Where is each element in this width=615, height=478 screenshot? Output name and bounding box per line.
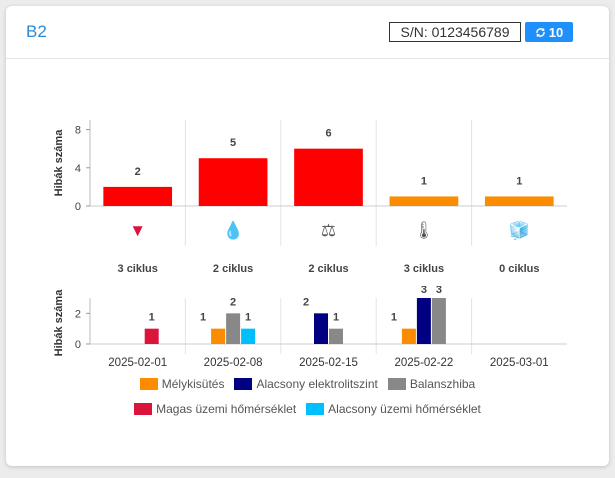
cycle-label: 2 ciklus	[213, 263, 253, 275]
cycle-label: 3 ciklus	[404, 263, 444, 275]
legend-swatch	[234, 378, 253, 390]
legend-label: Mélykisütés	[161, 377, 225, 391]
bar	[389, 196, 459, 206]
bar-value-label: 1	[333, 312, 339, 324]
y-tick-label: 0	[75, 339, 81, 351]
bar	[198, 158, 268, 206]
legend-label: Alacsony elektrolitszint	[256, 377, 378, 391]
bar	[416, 298, 431, 344]
y-axis-label: Hibák száma	[53, 129, 65, 197]
refresh-icon	[536, 27, 545, 37]
legend-row-1: Mélykisütés Alacsony elektrolitszint Balan…	[6, 377, 609, 391]
legend-label: Balanszhiba	[409, 377, 476, 391]
bar	[144, 328, 159, 344]
bar	[401, 328, 416, 344]
bar-value-label: 1	[421, 175, 427, 187]
x-tick-label: 2025-03-01	[490, 357, 549, 369]
legend-row-2: Magas üzemi hőmérséklet Alacsony üzemi hő…	[6, 402, 609, 416]
legend-swatch	[139, 378, 158, 390]
x-tick-label: 2025-02-15	[299, 357, 358, 369]
legend-item[interactable]: Balanszhiba	[387, 377, 476, 391]
bar-value-label: 2	[230, 296, 236, 308]
ice-cube-icon: 🧊	[509, 220, 530, 241]
bar-value-label: 6	[325, 128, 331, 140]
bar	[294, 148, 363, 206]
bar-value-label: 3	[421, 286, 427, 296]
bar-value-label: 5	[230, 137, 236, 149]
legend-item[interactable]: Alacsony üzemi hőmérséklet	[306, 402, 481, 416]
bar-value-label: 1	[245, 312, 251, 324]
bar-value-label: 1	[200, 312, 206, 324]
card-header: B2 S/N: 0123456789 10	[6, 6, 609, 59]
legend-item[interactable]: Mélykisütés	[139, 377, 225, 391]
y-tick-label: 0	[75, 201, 81, 213]
battery-card: B2 S/N: 0123456789 10 0 4 8 Hibák száma 2 5 6 1…	[6, 6, 609, 466]
bar	[484, 196, 554, 206]
legend-item[interactable]: Alacsony elektrolitszint	[234, 377, 378, 391]
refresh-count: 10	[548, 24, 564, 40]
bar	[226, 313, 241, 344]
legend-swatch	[387, 378, 406, 390]
cycle-label: 2 ciklus	[308, 263, 348, 275]
legend-label: Alacsony üzemi hőmérséklet	[328, 402, 481, 416]
y-tick-label: 2	[75, 308, 81, 320]
cycle-label: 0 ciklus	[499, 263, 539, 275]
legend-swatch	[306, 403, 325, 415]
x-tick-label: 2025-02-22	[394, 357, 453, 369]
bar-value-label: 1	[391, 312, 397, 324]
bar	[431, 298, 446, 344]
y-tick-label: 4	[75, 163, 81, 175]
bar-value-label: 1	[516, 175, 522, 187]
bar-value-label: 2	[135, 166, 141, 178]
bar-value-label: 3	[436, 286, 442, 296]
bar	[241, 328, 256, 344]
cycle-label: 3 ciklus	[118, 263, 158, 275]
balance-scale-icon: ⚖	[321, 221, 336, 240]
card-title: B2	[26, 22, 47, 41]
triangle-down-icon: ▼	[129, 221, 146, 240]
bar-value-label: 1	[149, 312, 155, 324]
bar	[211, 328, 226, 344]
y-axis-label: Hibák száma	[53, 289, 65, 357]
legend-swatch	[134, 403, 153, 415]
serial-number: S/N: 0123456789	[389, 22, 521, 42]
x-tick-label: 2025-02-01	[108, 357, 167, 369]
refresh-count-button[interactable]: 10	[525, 22, 573, 42]
fault-type-chart: 0 4 8 Hibák száma 2 5 6 1 1 ▼ 💧 ⚖ 🌡 🧊 3 ciklus 2 ciklus…	[53, 120, 567, 275]
legend-item[interactable]: Magas üzemi hőmérséklet	[134, 402, 296, 416]
thermometer-icon: 🌡	[413, 221, 435, 240]
water-drop-icon: 💧	[223, 220, 244, 240]
x-tick-label: 2025-02-08	[204, 357, 263, 369]
bar	[103, 186, 173, 206]
y-tick-label: 8	[75, 125, 81, 137]
bar	[329, 328, 343, 344]
bar-value-label: 2	[303, 296, 309, 308]
bar	[314, 313, 328, 344]
legend-label: Magas üzemi hőmérséklet	[156, 402, 297, 416]
